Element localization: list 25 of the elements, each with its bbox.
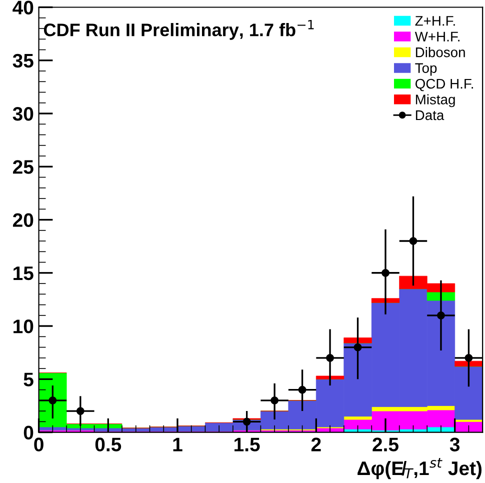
y-tick-label: 40 <box>12 0 34 14</box>
legend-label: Mistag <box>416 94 455 108</box>
legend-label: Top <box>415 63 437 76</box>
y-tick-label: 0 <box>24 426 34 440</box>
y-tick-label: 15 <box>14 266 34 280</box>
legend-label: Z+H.F. <box>415 16 455 26</box>
legend-label: W+H.F. <box>414 32 460 42</box>
y-tick-label: 10 <box>14 319 34 334</box>
x-tick-label: 1.5 <box>234 438 260 452</box>
x-tick-label: 1 <box>173 438 182 452</box>
y-tick-label: 20 <box>12 213 34 227</box>
text: CDF Run II Preliminary, 1.7 fb$^{−1}$ <box>44 20 314 40</box>
x-tick-label: 2.5 <box>372 438 398 452</box>
y-tick-label: 25 <box>12 160 34 174</box>
x-axis-title: Δφ(E̸$_{T}$,1$^{st}$ Jet) <box>358 458 482 480</box>
x-tick-label: 3 <box>450 438 460 452</box>
y-tick-label: 5 <box>24 372 34 386</box>
x-tick-label: 2 <box>311 438 321 452</box>
x-tick-label: 0 <box>34 438 44 452</box>
y-tick-label: 30 <box>12 106 34 121</box>
y-tick-label: 35 <box>12 54 34 68</box>
legend-label: Diboson <box>416 47 465 58</box>
legend-label: Data <box>416 110 444 120</box>
x-tick-label: 0.5 <box>95 438 122 452</box>
legend-label: QCD H.F. <box>415 78 473 92</box>
